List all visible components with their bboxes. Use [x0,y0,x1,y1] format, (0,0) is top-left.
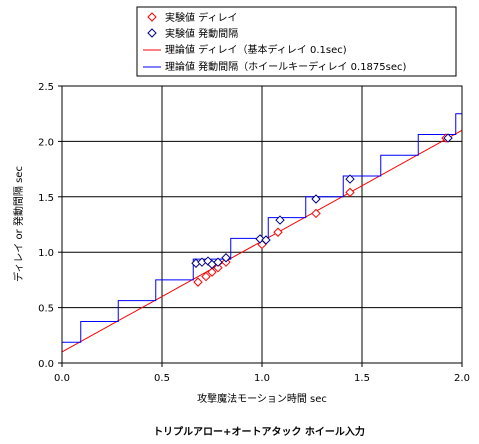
legend-item-theory-interval: 理論値 発動間隔（ホイールキーディレイ 0.1875sec) [143,60,407,73]
y-tick-label: 1.5 [38,193,54,204]
exp-delay-point [345,187,355,198]
gridlines [58,85,463,367]
exp-interval-point [443,133,453,143]
y-axis-label: ディレイ or 発動間隔 sec [12,166,25,282]
exp-interval-point [275,215,285,225]
exp-interval-point [255,234,265,244]
x-tick-label: 1.5 [354,373,370,384]
x-tick-labels: 0.0 0.5 1.0 1.5 2.0 [54,373,470,384]
legend-label-exp-delay: 実験値 ディレイ [165,11,237,24]
exp-delay-point [193,277,203,287]
x-tick-label: 2.0 [454,373,470,384]
exp-interval-point [221,253,231,263]
legend-box [136,6,457,77]
exp-delay-point [213,263,223,273]
legend-marker-red-diamond [147,12,157,22]
x-axis-label: 攻撃魔法モーション時間 sec [197,392,327,405]
y-tick-label: 0.0 [38,359,54,370]
legend-item-theory-delay: 理論値 ディレイ（基本ディレイ 0.1sec) [143,43,347,56]
exp-delay-point [201,271,211,282]
plot-border [61,85,463,364]
y-tick-label: 2.0 [38,137,54,148]
chart-caption: トリプルアロー+オートアタック ホイール入力 [153,425,365,438]
exp-delay-point [311,208,321,219]
exp-interval-point [311,194,321,204]
exp-delay-point [273,227,283,237]
exp-delay-point [207,267,217,277]
exp-interval-point [213,257,223,267]
x-tick-label: 0.0 [54,373,70,384]
legend-label-exp-interval: 実験値 発動間隔 [165,27,238,40]
y-tick-label: 0.5 [38,304,54,315]
theory-interval-step-line [62,113,462,343]
y-tick-label: 2.5 [38,82,54,93]
legend: 実験値 ディレイ 実験値 発動間隔 理論値 ディレイ（基本ディレイ 0.1sec… [136,6,457,77]
legend-item-exp-delay: 実験値 ディレイ [147,11,237,24]
legend-marker-navy-diamond [147,28,157,38]
series-layer [61,113,463,353]
x-tick-label: 0.5 [154,373,170,384]
legend-label-theory-delay: 理論値 ディレイ（基本ディレイ 0.1sec) [165,43,347,56]
legend-item-exp-interval: 実験値 発動間隔 [147,27,238,40]
x-tick-label: 1.0 [254,373,270,384]
legend-label-theory-interval: 理論値 発動間隔（ホイールキーディレイ 0.1875sec) [165,60,407,73]
exp-interval-point [345,174,355,184]
y-tick-labels: 0.0 0.5 1.0 1.5 2.0 2.5 [38,82,54,370]
y-tick-label: 1.0 [38,248,54,259]
exp-interval-point [261,235,271,245]
